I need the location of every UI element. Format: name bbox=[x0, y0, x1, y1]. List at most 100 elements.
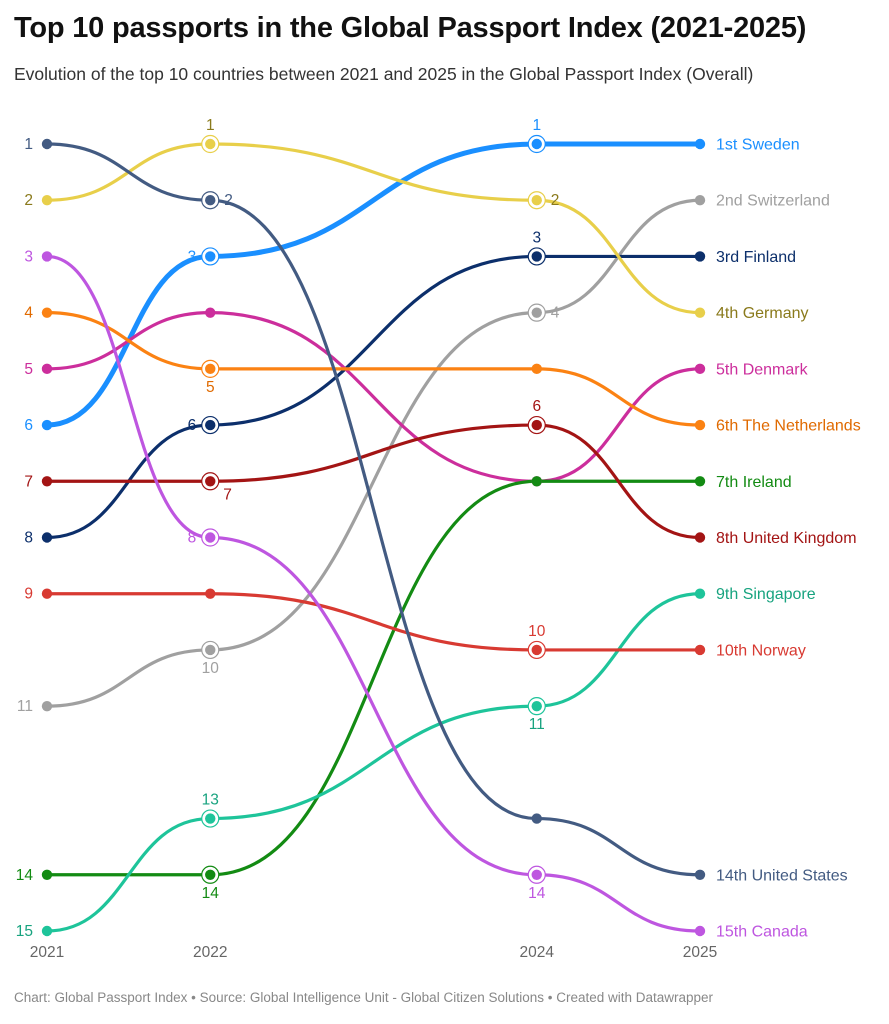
x-tick-2024: 2024 bbox=[520, 944, 555, 961]
rank-label-sweden-2021: 6 bbox=[24, 417, 33, 434]
point-sweden-2022 bbox=[205, 251, 216, 262]
rank-label-germany-2024: 2 bbox=[551, 192, 560, 209]
rank-label-canada-2022: 8 bbox=[188, 530, 197, 547]
rank-label-switzerland-2021: 11 bbox=[17, 698, 33, 715]
rank-label-the-netherlands-2021: 4 bbox=[24, 305, 33, 322]
series-line-canada bbox=[45, 254, 702, 933]
point-singapore-2024 bbox=[531, 700, 542, 712]
point-finland-2024 bbox=[531, 251, 542, 262]
end-label-ireland: 7th Ireland bbox=[716, 474, 792, 491]
end-label-norway: 10th Norway bbox=[716, 642, 806, 659]
point-united-kingdom-2025 bbox=[694, 532, 706, 543]
rank-label-united-states-2022: 2 bbox=[224, 192, 233, 209]
point-finland-2021 bbox=[41, 532, 53, 543]
point-singapore-2021 bbox=[41, 925, 53, 937]
point-finland-2022 bbox=[205, 419, 216, 431]
series-line-singapore bbox=[45, 592, 702, 933]
point-ireland-2022 bbox=[205, 869, 216, 880]
rank-label-finland-2024: 3 bbox=[532, 229, 541, 246]
rank-label-ireland-2021: 14 bbox=[16, 867, 34, 884]
point-norway-2025 bbox=[694, 644, 706, 656]
rank-label-denmark-2021: 5 bbox=[24, 361, 33, 378]
point-united-states-2021 bbox=[41, 138, 53, 150]
point-canada-2021 bbox=[41, 251, 53, 262]
point-norway-2021 bbox=[41, 588, 53, 599]
point-norway-2024 bbox=[531, 644, 542, 656]
rank-label-norway-2024: 10 bbox=[528, 623, 546, 640]
point-denmark-2021 bbox=[41, 363, 53, 375]
end-label-united-kingdom: 8th United Kingdom bbox=[716, 530, 857, 547]
rank-label-united-kingdom-2024: 6 bbox=[532, 398, 541, 415]
series-line-the-netherlands bbox=[45, 311, 702, 427]
rank-label-germany-2021: 2 bbox=[24, 192, 33, 209]
end-label-canada: 15th Canada bbox=[716, 924, 808, 941]
point-denmark-2022 bbox=[205, 307, 216, 318]
chart-title: Top 10 passports in the Global Passport … bbox=[14, 12, 807, 44]
point-germany-2021 bbox=[41, 195, 53, 206]
rank-label-singapore-2024: 11 bbox=[529, 716, 545, 733]
point-canada-2022 bbox=[205, 532, 216, 543]
rank-label-norway-2021: 9 bbox=[24, 586, 33, 603]
end-label-sweden: 1st Sweden bbox=[716, 137, 800, 154]
point-germany-2024 bbox=[531, 195, 542, 206]
end-label-united-states: 14th United States bbox=[716, 867, 848, 884]
end-label-switzerland: 2nd Switzerland bbox=[716, 193, 830, 210]
point-switzerland-2021 bbox=[41, 700, 53, 712]
point-sweden-2021 bbox=[41, 419, 53, 431]
point-sweden-2024 bbox=[531, 138, 542, 150]
point-ireland-2024 bbox=[531, 476, 542, 487]
point-ireland-2021 bbox=[41, 869, 53, 880]
point-labels: 1 2 3 4 5 6 7 8 9 11 14 15 1 2 3 5 6 7 8 10 13 14 1 2 3 4 6 10 11 14 bbox=[16, 117, 560, 940]
x-tick-2021: 2021 bbox=[30, 944, 64, 961]
series-line-finland bbox=[45, 254, 702, 540]
point-united-kingdom-2022 bbox=[205, 476, 216, 487]
point-the-netherlands-2024 bbox=[531, 363, 542, 375]
end-label-the-netherlands: 6th The Netherlands bbox=[716, 418, 861, 435]
rank-label-united-kingdom-2021: 7 bbox=[24, 473, 33, 490]
end-label-singapore: 9th Singapore bbox=[716, 586, 816, 603]
point-germany-2025 bbox=[694, 307, 706, 318]
point-switzerland-2022 bbox=[205, 644, 216, 656]
series-line-united-kingdom bbox=[45, 423, 702, 540]
rank-label-sweden-2022: 3 bbox=[188, 248, 197, 265]
point-ireland-2025 bbox=[694, 476, 706, 487]
end-label-finland: 3rd Finland bbox=[716, 249, 796, 266]
point-united-kingdom-2021 bbox=[41, 476, 53, 487]
rank-label-canada-2021: 3 bbox=[24, 248, 33, 265]
point-the-netherlands-2021 bbox=[41, 307, 53, 318]
rank-label-germany-2022: 1 bbox=[206, 117, 215, 134]
point-denmark-2025 bbox=[694, 363, 706, 375]
end-labels: 1st Sweden 2nd Switzerland 3rd Finland 4th … bbox=[716, 137, 861, 941]
chart-footer: Chart: Global Passport Index • Source: G… bbox=[14, 990, 714, 1005]
rank-label-finland-2022: 6 bbox=[188, 417, 197, 434]
series-line-germany bbox=[45, 142, 702, 315]
point-united-states-2025 bbox=[694, 869, 706, 880]
rank-label-canada-2024: 14 bbox=[528, 885, 546, 902]
series-line-united-states bbox=[45, 142, 702, 877]
rank-label-singapore-2021: 15 bbox=[16, 923, 33, 940]
point-singapore-2022 bbox=[205, 813, 216, 824]
point-united-kingdom-2024 bbox=[531, 419, 542, 431]
series-line-ireland bbox=[45, 479, 702, 877]
end-label-denmark: 5th Denmark bbox=[716, 361, 809, 378]
point-united-states-2024 bbox=[531, 813, 542, 824]
rank-label-united-states-2021: 1 bbox=[24, 136, 33, 153]
rank-label-finland-2021: 8 bbox=[24, 530, 33, 547]
rank-label-sweden-2024: 1 bbox=[532, 117, 541, 134]
series-line-norway bbox=[45, 592, 702, 652]
point-united-states-2022 bbox=[205, 195, 216, 206]
chart-subtitle: Evolution of the top 10 countries betwee… bbox=[14, 64, 754, 84]
x-tick-2025: 2025 bbox=[683, 944, 717, 961]
series-lines bbox=[44, 141, 703, 933]
x-tick-2022: 2022 bbox=[193, 944, 227, 961]
point-the-netherlands-2025 bbox=[694, 419, 706, 431]
point-germany-2022 bbox=[205, 138, 216, 150]
rank-label-singapore-2022: 13 bbox=[202, 792, 219, 809]
end-label-germany: 4th Germany bbox=[716, 305, 808, 322]
point-finland-2025 bbox=[694, 251, 706, 262]
data-points bbox=[41, 134, 706, 937]
point-switzerland-2024 bbox=[531, 307, 542, 318]
point-singapore-2025 bbox=[694, 588, 706, 599]
series-line-sweden bbox=[44, 141, 703, 428]
